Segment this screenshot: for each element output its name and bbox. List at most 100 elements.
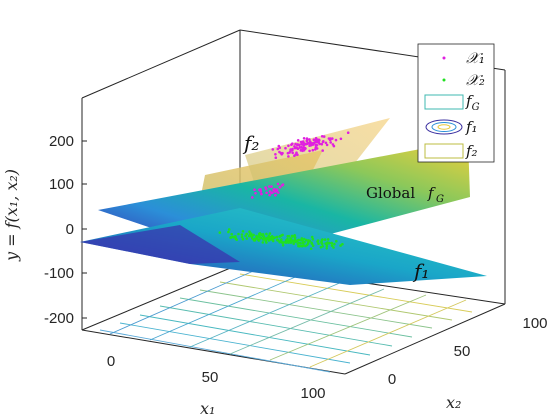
legend-item: 𝒳₁ <box>442 49 485 67</box>
scatter-point-x2 <box>248 233 252 236</box>
scatter-point-x2 <box>339 244 342 247</box>
scatter-point-x1 <box>305 137 309 140</box>
scatter-point-x2 <box>311 244 315 247</box>
z-tick-marks <box>82 140 87 319</box>
scatter-point-x2 <box>227 230 230 234</box>
scatter-point-x1 <box>265 191 268 195</box>
scatter-point-x2 <box>251 237 254 240</box>
scatter-point-x1 <box>276 182 280 186</box>
scatter-point-x1 <box>293 145 296 148</box>
x1-tick-label: 50 <box>202 369 219 386</box>
z-tick-label: 200 <box>49 133 74 150</box>
scatter-point-x1 <box>313 141 317 144</box>
scatter-point-x1 <box>260 192 263 196</box>
scatter-point-x2 <box>227 228 231 231</box>
legend-item: f₁ <box>425 118 478 136</box>
scatter-point-x2 <box>269 238 273 241</box>
scatter-point-x2 <box>305 238 308 242</box>
scatter-point-x2 <box>265 241 268 244</box>
scatter-point-x2 <box>257 235 261 238</box>
z-tick-label: 100 <box>49 176 74 193</box>
legend-marker-x2 <box>442 78 446 82</box>
scatter-point-x2 <box>257 239 261 242</box>
annotation-global-sub: G <box>436 194 444 205</box>
scatter-point-x1 <box>301 143 304 146</box>
scatter-point-x1 <box>295 151 298 154</box>
z-tick-label: -100 <box>44 265 74 282</box>
scatter-point-x1 <box>331 143 335 146</box>
x2-axis-label: x₂ <box>446 393 461 412</box>
scatter-point-x1 <box>306 142 309 146</box>
scatter-point-x2 <box>241 230 245 233</box>
annotation-global-f: f <box>427 184 436 202</box>
scatter-point-x2 <box>260 233 264 237</box>
scatter-point-x2 <box>240 235 244 239</box>
scatter-point-x2 <box>240 233 244 236</box>
scatter-point-x2 <box>229 236 232 239</box>
scatter-point-x2 <box>310 235 314 239</box>
scatter-point-x1 <box>314 143 318 147</box>
scatter-point-x1 <box>273 190 277 193</box>
x2-tick-label: 0 <box>388 371 396 388</box>
annotation-f2: f₂ <box>242 131 259 155</box>
legend-patch-f2 <box>424 143 464 159</box>
scatter-point-x1 <box>308 149 311 153</box>
scatter-point-x1 <box>291 151 295 155</box>
scatter-point-x1 <box>274 193 277 197</box>
x2-tick-label: 50 <box>454 343 471 360</box>
scatter-point-x2 <box>296 242 300 245</box>
scatter-point-x2 <box>262 238 265 241</box>
scatter-point-x1 <box>284 146 287 150</box>
scatter-point-x2 <box>293 236 297 239</box>
scatter-point-x1 <box>287 155 290 158</box>
scatter-point-x1 <box>273 187 276 191</box>
scatter-point-x1 <box>270 185 273 188</box>
scatter-point-x1 <box>312 138 316 141</box>
scatter-point-x2 <box>310 241 313 244</box>
legend-item: 𝒳₂ <box>442 71 485 89</box>
scatter-point-x2 <box>311 237 315 241</box>
scatter-point-x1 <box>321 140 325 144</box>
scatter-point-x1 <box>259 190 263 193</box>
scatter-point-x1 <box>303 147 306 151</box>
scatter-point-x2 <box>333 242 336 246</box>
scatter-point-x2 <box>290 234 294 238</box>
scatter-point-x2 <box>254 237 258 240</box>
scatter-point-x2 <box>316 239 320 242</box>
scatter-point-x1 <box>320 135 324 138</box>
scatter-point-x1 <box>295 146 298 150</box>
scatter-point-x2 <box>335 239 338 243</box>
scatter-point-x1 <box>270 191 273 195</box>
scatter-point-x1 <box>305 140 309 143</box>
legend: 𝒳₁ 𝒳₂ fG f₁ f₂ <box>417 43 495 163</box>
x1-tick-label: 100 <box>300 385 325 402</box>
scatter-point-x2 <box>269 236 272 239</box>
scatter-point-x2 <box>327 242 331 245</box>
legend-item: f₂ <box>424 142 478 160</box>
scatter-point-x1 <box>325 143 329 147</box>
scatter-point-x2 <box>259 237 262 240</box>
scatter-point-x1 <box>290 143 293 146</box>
scatter-point-x1 <box>264 187 268 191</box>
scatter-point-x1 <box>296 139 300 142</box>
scatter-point-x2 <box>218 231 222 234</box>
scatter-point-x1 <box>274 156 278 159</box>
scatter-point-x2 <box>317 242 320 245</box>
scatter-point-x1 <box>300 145 303 149</box>
scatter-point-x2 <box>330 244 334 247</box>
scatter-point-x2 <box>302 237 306 241</box>
scatter-point-x2 <box>268 232 272 235</box>
surface-f1-dark <box>80 225 240 264</box>
scatter-point-x2 <box>284 241 288 244</box>
scatter-point-x1 <box>287 144 290 148</box>
scatter-point-x2 <box>324 242 328 245</box>
scatter-point-x2 <box>235 238 238 241</box>
scatter-point-x1 <box>314 136 318 140</box>
scatter-point-x2 <box>244 234 247 238</box>
scatter-point-x1 <box>322 135 326 138</box>
scatter-point-x1 <box>346 131 350 134</box>
x1-tick-label: 0 <box>107 353 115 370</box>
scatter-point-x1 <box>281 183 285 186</box>
scatter-point-x2 <box>253 239 257 242</box>
